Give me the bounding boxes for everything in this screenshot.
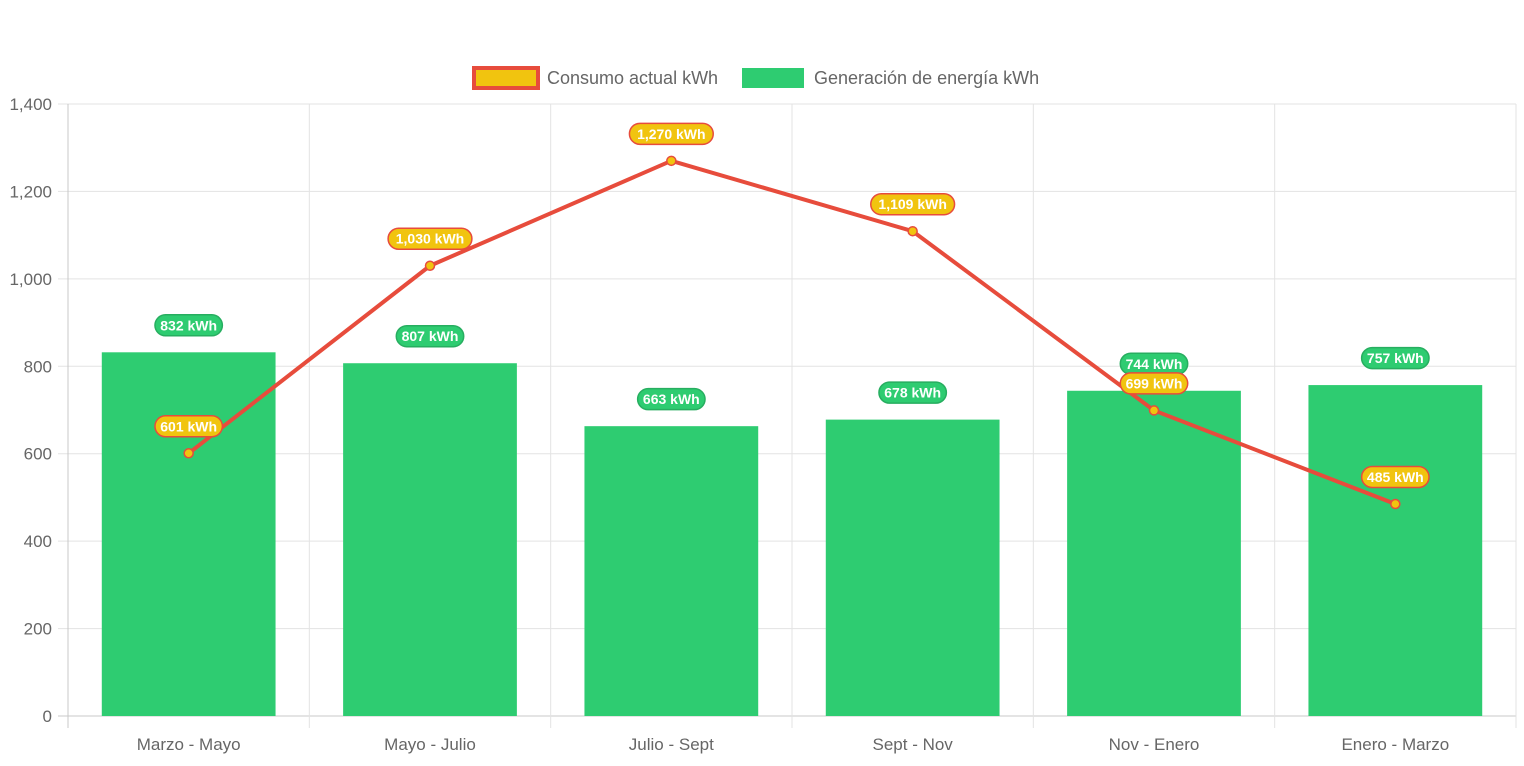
data-label-generacion-background bbox=[154, 314, 224, 337]
bar-generacion[interactable] bbox=[1308, 385, 1483, 716]
data-label-consumo-background bbox=[870, 192, 956, 216]
legend-swatch-consumo[interactable] bbox=[472, 66, 540, 90]
data-label-generacion: 744 kWh bbox=[1119, 352, 1189, 376]
data-label-generacion-text: 663 kWh bbox=[643, 391, 700, 407]
data-label-consumo-text: 699 kWh bbox=[1126, 375, 1183, 391]
y-tick-label: 1,400 bbox=[9, 95, 52, 114]
legend[interactable]: Consumo actual kWh Generación de energía… bbox=[472, 66, 1039, 90]
line-consumo bbox=[186, 158, 1398, 506]
data-label-generacion-background bbox=[1360, 346, 1430, 370]
point-consumo[interactable] bbox=[1148, 405, 1160, 416]
line-layer bbox=[183, 155, 1401, 510]
data-label-generacion-text: 832 kWh bbox=[160, 317, 217, 333]
data-label-consumo-background bbox=[1119, 372, 1189, 395]
data-label-consumo: 699 kWh bbox=[1119, 372, 1189, 395]
bar-generacion[interactable] bbox=[101, 352, 276, 716]
y-tick-label: 800 bbox=[24, 357, 52, 376]
x-tick-label: Julio - Sept bbox=[629, 735, 714, 754]
y-tick-label: 0 bbox=[43, 707, 52, 726]
data-label-consumo-text: 485 kWh bbox=[1367, 469, 1424, 485]
x-tick-label: Enero - Marzo bbox=[1341, 735, 1449, 754]
data-label-generacion-background bbox=[878, 381, 948, 404]
data-label-generacion-text: 744 kWh bbox=[1126, 356, 1183, 372]
grid-layer bbox=[58, 103, 1517, 728]
data-label-generacion-background bbox=[636, 387, 706, 411]
bar-generacion[interactable] bbox=[1067, 390, 1241, 716]
data-label-consumo: 601 kWh bbox=[154, 415, 224, 438]
data-label-consumo-background bbox=[154, 415, 224, 438]
point-consumo[interactable] bbox=[183, 448, 194, 459]
data-label-consumo-text: 1,270 kWh bbox=[637, 126, 705, 142]
data-label-generacion-background bbox=[395, 324, 465, 348]
bar-generacion[interactable] bbox=[343, 363, 517, 716]
point-consumo[interactable] bbox=[424, 260, 436, 271]
x-tick-label: Mayo - Julio bbox=[384, 735, 476, 754]
data-label-generacion: 757 kWh bbox=[1360, 346, 1430, 370]
axis-layer: 0 200 400 600 800 1,000 1,200 1,400 Marzo - Mayo… bbox=[9, 95, 1449, 754]
legend-label-consumo[interactable]: Consumo actual kWh bbox=[547, 68, 718, 88]
data-label-consumo: 1,030 kWh bbox=[387, 227, 473, 250]
data-labels-layer: 832 kWh 807 kWh 663 kWh 678 kWh 744 kWh 757 k… bbox=[154, 122, 1430, 489]
point-consumo[interactable] bbox=[1390, 498, 1401, 510]
data-label-consumo: 1,109 kWh bbox=[870, 192, 956, 216]
data-label-consumo: 1,270 kWh bbox=[628, 122, 714, 146]
data-label-consumo-background bbox=[1360, 465, 1430, 489]
x-tick-label: Nov - Enero bbox=[1109, 735, 1200, 754]
bar-generacion[interactable] bbox=[584, 426, 759, 716]
data-label-consumo-background bbox=[628, 122, 714, 146]
data-label-generacion-text: 678 kWh bbox=[884, 385, 941, 401]
x-tick-label: Marzo - Mayo bbox=[137, 735, 241, 754]
legend-swatch-generacion[interactable] bbox=[742, 68, 804, 88]
y-tick-label: 400 bbox=[24, 532, 52, 551]
data-label-generacion: 663 kWh bbox=[636, 387, 706, 411]
y-tick-label: 1,000 bbox=[9, 270, 52, 289]
bar-generacion[interactable] bbox=[825, 419, 1000, 716]
data-label-generacion-text: 807 kWh bbox=[402, 328, 459, 344]
data-label-consumo-text: 601 kWh bbox=[160, 418, 217, 434]
point-consumo[interactable] bbox=[666, 155, 677, 167]
x-tick-label: Sept - Nov bbox=[873, 735, 954, 754]
bars-layer bbox=[101, 352, 1483, 716]
data-label-consumo-background bbox=[387, 227, 473, 250]
data-label-consumo: 485 kWh bbox=[1360, 465, 1430, 489]
y-tick-label: 1,200 bbox=[9, 182, 52, 201]
y-tick-label: 200 bbox=[24, 620, 52, 639]
point-consumo[interactable] bbox=[907, 225, 918, 237]
data-label-generacion: 832 kWh bbox=[154, 314, 224, 337]
y-tick-label: 600 bbox=[24, 445, 52, 464]
data-label-generacion: 678 kWh bbox=[878, 381, 948, 404]
data-label-consumo-text: 1,030 kWh bbox=[396, 231, 464, 247]
data-label-generacion-text: 757 kWh bbox=[1367, 350, 1424, 366]
data-label-consumo-text: 1,109 kWh bbox=[878, 196, 946, 212]
data-label-generacion: 807 kWh bbox=[395, 324, 465, 348]
legend-label-generacion[interactable]: Generación de energía kWh bbox=[814, 68, 1039, 88]
